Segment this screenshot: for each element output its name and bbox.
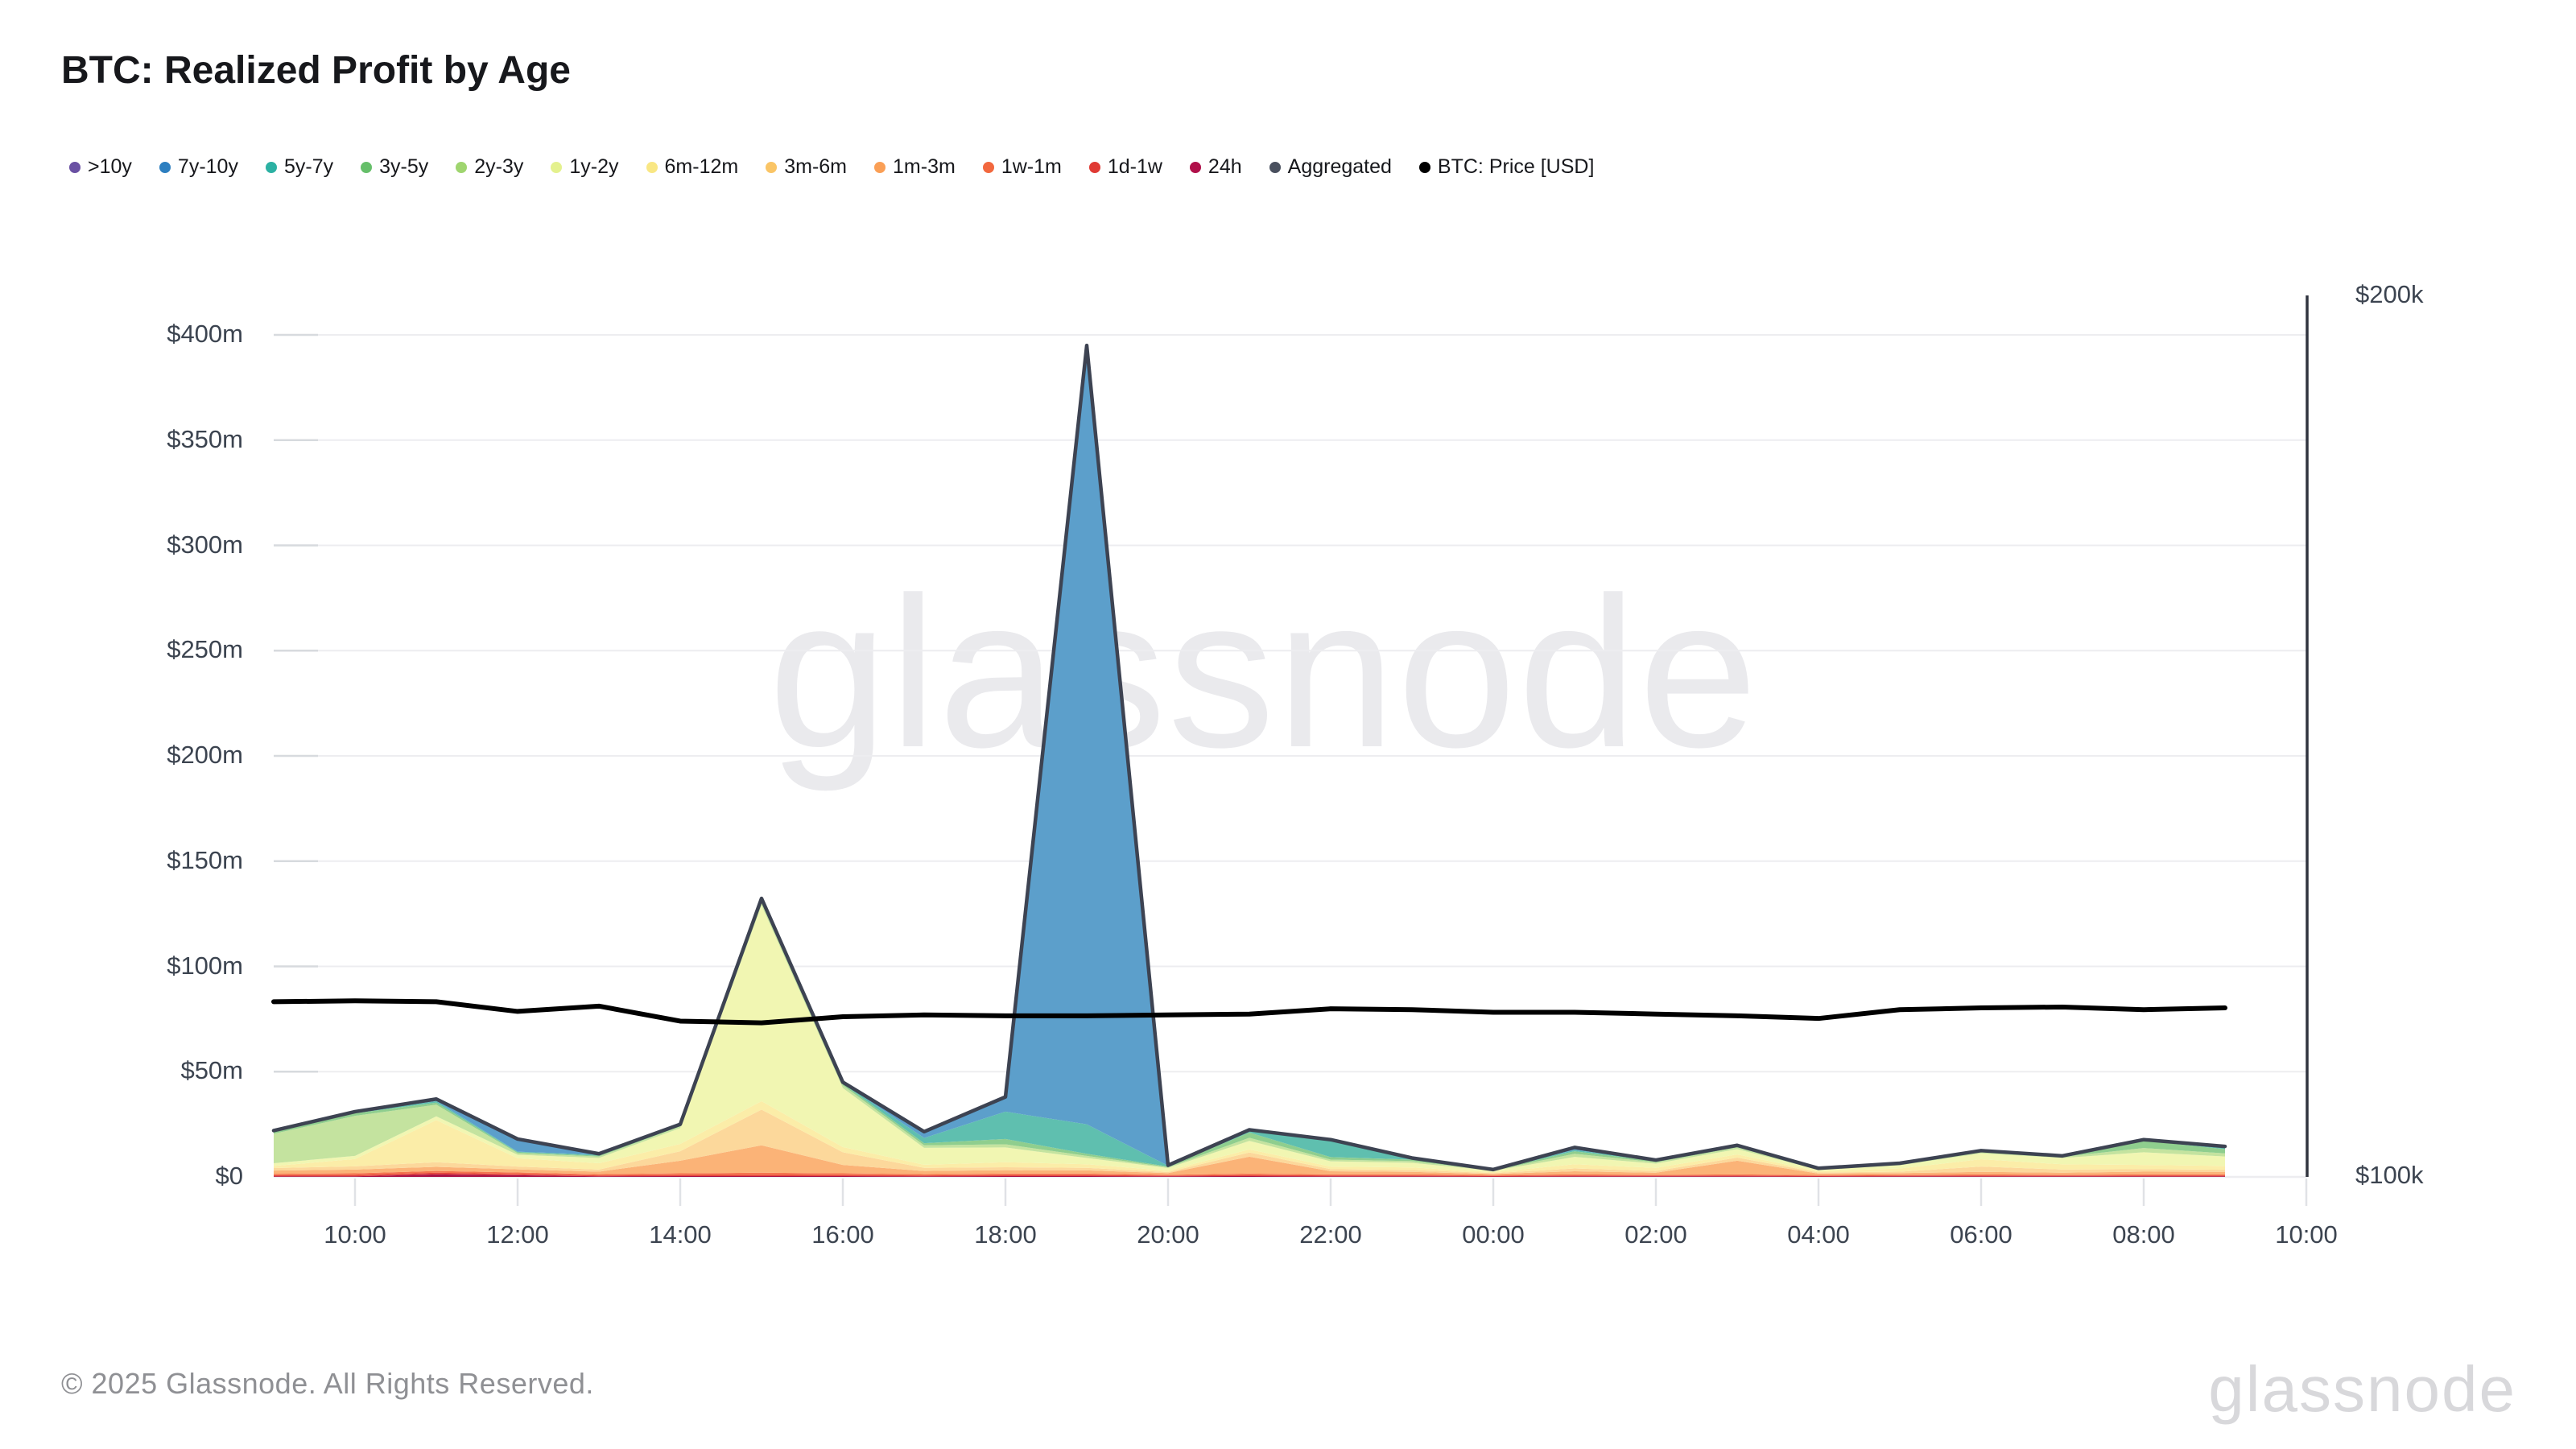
x-axis-label: 20:00 [1137, 1220, 1199, 1249]
legend-dot-icon [159, 161, 171, 173]
legend-item-label: 24h [1208, 155, 1242, 178]
legend-item[interactable]: 7y-10y [159, 155, 238, 179]
legend-item-label: 1w-1m [1001, 155, 1062, 178]
area-1y-2y [274, 905, 2225, 1172]
legend-dot-icon [1269, 161, 1281, 173]
legend-item[interactable]: 5y-7y [265, 155, 334, 179]
right-axis-label: $200k [2355, 280, 2424, 308]
legend-dot-icon [1189, 161, 1201, 173]
x-axis-label: 06:00 [1950, 1220, 2013, 1249]
legend-dot-icon [874, 161, 886, 173]
right-axis-label: $100k [2355, 1161, 2424, 1189]
legend: >10y 7y-10y 5y-7y 3y-5y 2y-3y 1y-2y 6m-12m 3m-6… [69, 155, 1594, 179]
x-axis-label: 08:00 [2112, 1220, 2175, 1249]
legend-item[interactable]: 3y-5y [361, 155, 428, 179]
y-axis-label: $250m [167, 635, 243, 664]
area-24h [274, 1174, 2225, 1177]
footer-copyright: © 2025 Glassnode. All Rights Reserved. [61, 1367, 594, 1400]
legend-item[interactable]: Aggregated [1269, 155, 1392, 179]
legend-dot-icon [766, 161, 778, 173]
legend-dot-icon [1088, 161, 1100, 173]
legend-item[interactable]: 24h [1189, 155, 1242, 179]
legend-item[interactable]: BTC: Price [USD] [1418, 155, 1595, 179]
legend-dot-icon [982, 161, 994, 173]
legend-dot-icon [361, 161, 373, 173]
x-axis-label: 02:00 [1624, 1220, 1687, 1249]
legend-item-label: Aggregated [1287, 155, 1392, 178]
legend-item[interactable]: 6m-12m [646, 155, 739, 179]
page-title: BTC: Realized Profit by Age [61, 49, 571, 92]
area-6m-12m [274, 1100, 2225, 1174]
x-axis-label: 16:00 [811, 1220, 874, 1249]
x-axis-label: 10:00 [324, 1220, 386, 1249]
legend-item[interactable]: 3m-6m [766, 155, 847, 179]
legend-item-label: 6m-12m [664, 155, 739, 178]
y-axis-label: $350m [167, 424, 243, 453]
legend-dot-icon [551, 161, 563, 173]
btc-price-line [271, 998, 2227, 1026]
legend-item-label: 5y-7y [283, 155, 334, 178]
x-axis-label: 10:00 [2275, 1220, 2338, 1249]
y-axis-label: $100m [167, 951, 243, 980]
legend-dot-icon [69, 161, 80, 173]
footer-logo: glassnode [2208, 1353, 2516, 1425]
y-axis-label: $300m [167, 530, 243, 559]
legend-item-label: >10y [88, 155, 132, 178]
legend-dot-icon [1418, 161, 1430, 173]
x-axis-label: 00:00 [1462, 1220, 1525, 1249]
legend-item[interactable]: >10y [69, 155, 132, 179]
area-1d-1w [274, 1172, 2225, 1177]
y-axis-label: $200m [167, 741, 243, 769]
y-axis-label: $150m [167, 845, 243, 874]
x-axis-label: 14:00 [649, 1220, 712, 1249]
y-axis-label: $50m [180, 1056, 243, 1085]
legend-item-label: 1y-2y [569, 155, 619, 178]
legend-item-label: 3m-6m [784, 155, 848, 178]
legend-item-label: 3y-5y [379, 155, 429, 178]
legend-item[interactable]: 2y-3y [456, 155, 523, 179]
legend-item[interactable]: 1w-1m [982, 155, 1062, 179]
legend-item[interactable]: 1y-2y [551, 155, 619, 179]
legend-item[interactable]: 1d-1w [1088, 155, 1162, 179]
area-1m-3m [274, 1145, 2225, 1175]
watermark: glassnode [768, 553, 1760, 792]
legend-item-label: 7y-10y [177, 155, 238, 178]
legend-dot-icon [265, 161, 277, 173]
x-axis-label: 22:00 [1299, 1220, 1362, 1249]
y-axis-label: $0 [215, 1162, 243, 1190]
legend-dot-icon [646, 161, 658, 173]
legend-item[interactable]: 1m-3m [874, 155, 956, 179]
legend-dot-icon [456, 161, 468, 173]
x-axis-label: 18:00 [974, 1220, 1037, 1249]
area->10y [274, 345, 2225, 1170]
legend-item-label: 2y-3y [474, 155, 524, 178]
area-7y-10y [274, 345, 2225, 1170]
legend-item-label: BTC: Price [USD] [1437, 155, 1595, 178]
aggregated-line [271, 343, 2227, 1172]
area-3m-6m [274, 1109, 2225, 1174]
area-1w-1m [274, 1170, 2225, 1176]
y-axis-label: $400m [167, 320, 243, 348]
legend-item-label: 1d-1w [1107, 155, 1162, 178]
x-axis-label: 04:00 [1787, 1220, 1850, 1249]
x-axis-label: 12:00 [486, 1220, 549, 1249]
legend-item-label: 1m-3m [893, 155, 956, 178]
